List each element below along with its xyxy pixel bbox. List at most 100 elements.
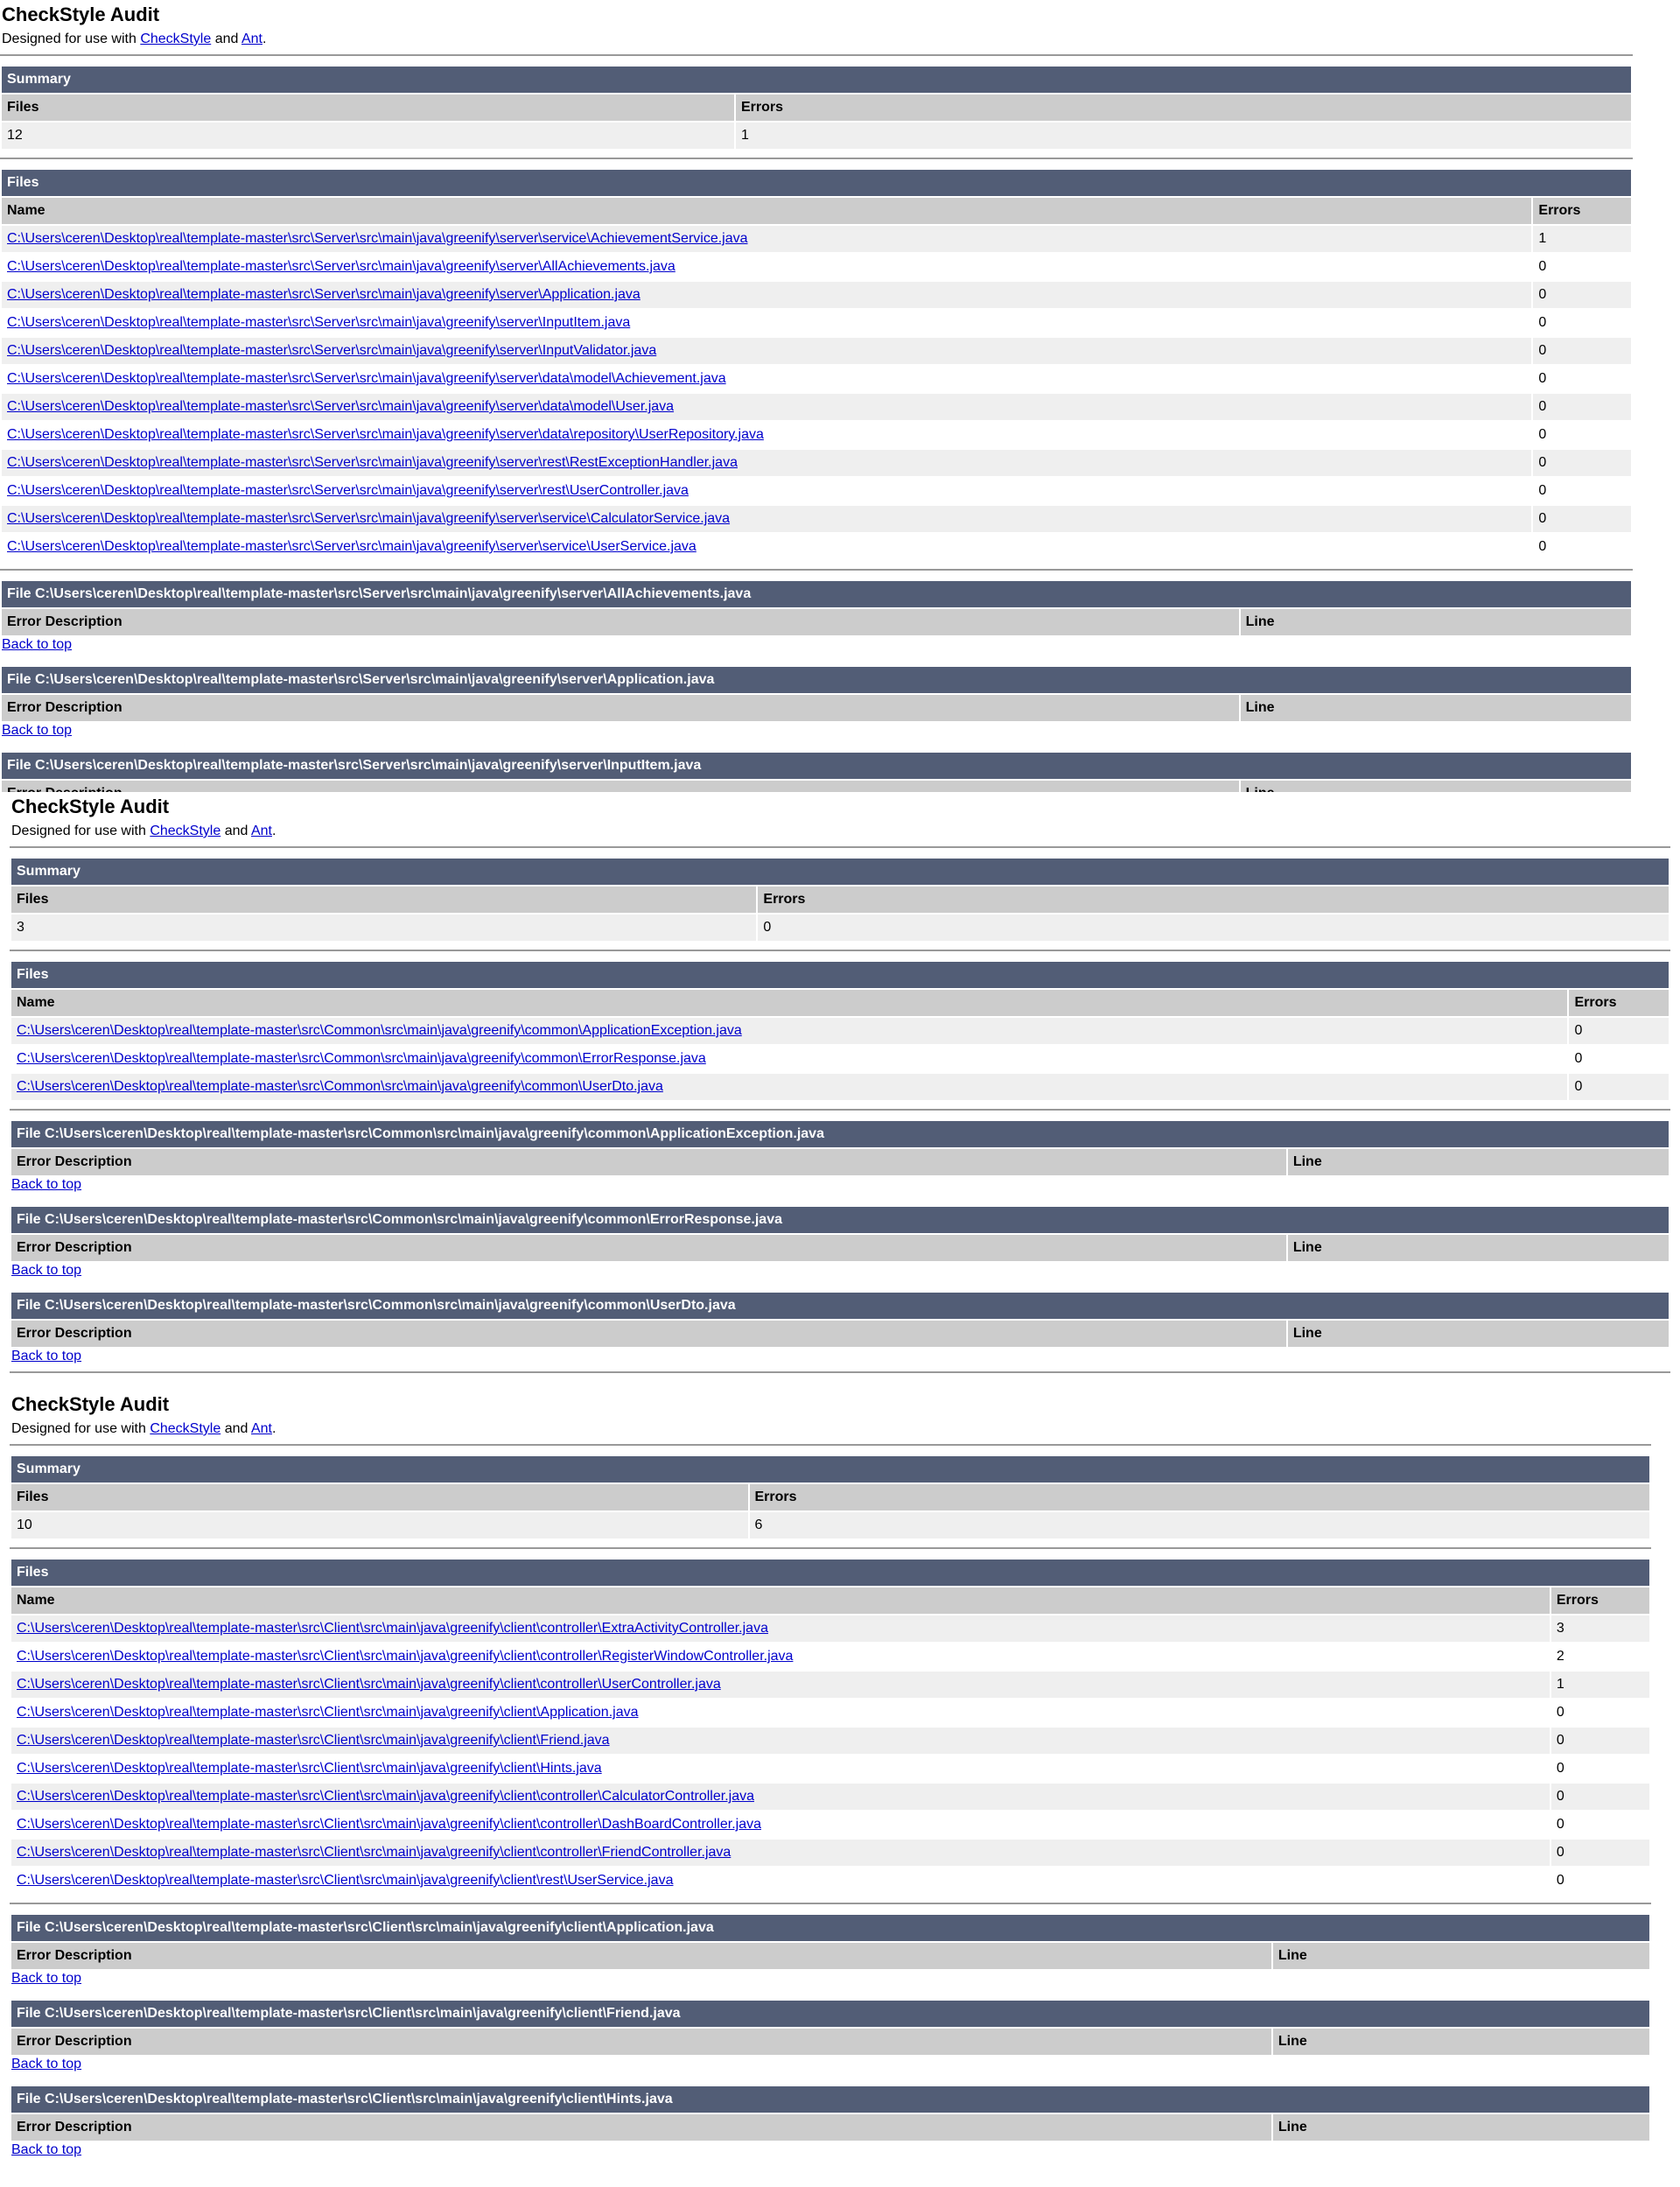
back-to-top-link[interactable]: Back to top bbox=[11, 1971, 82, 1986]
file-link[interactable]: C:\Users\ceren\Desktop\real\template-mas… bbox=[7, 511, 731, 526]
errors-count: 6 bbox=[749, 1512, 1649, 1539]
file-link[interactable]: C:\Users\ceren\Desktop\real\template-mas… bbox=[17, 1761, 602, 1776]
file-name-cell: C:\Users\ceren\Desktop\real\template-mas… bbox=[2, 422, 1532, 448]
errors-column-header: Errors bbox=[1533, 198, 1631, 224]
error-description-header: Error Description bbox=[11, 1235, 1286, 1261]
file-errors-cell: 0 bbox=[1533, 534, 1631, 560]
line-header: Line bbox=[1240, 695, 1631, 721]
file-link[interactable]: C:\Users\ceren\Desktop\real\template-mas… bbox=[17, 1051, 706, 1066]
file-section: File C:\Users\ceren\Desktop\real\templat… bbox=[10, 2085, 1651, 2158]
divider bbox=[10, 846, 1670, 848]
file-link[interactable]: C:\Users\ceren\Desktop\real\template-mas… bbox=[7, 287, 640, 302]
file-link[interactable]: C:\Users\ceren\Desktop\real\template-mas… bbox=[17, 1817, 761, 1832]
file-link[interactable]: C:\Users\ceren\Desktop\real\template-mas… bbox=[17, 1705, 639, 1720]
table-row: C:\Users\ceren\Desktop\real\template-mas… bbox=[11, 1700, 1649, 1726]
table-row: C:\Users\ceren\Desktop\real\template-mas… bbox=[2, 394, 1631, 420]
file-link[interactable]: C:\Users\ceren\Desktop\real\template-mas… bbox=[17, 1079, 663, 1094]
back-to-top-link[interactable]: Back to top bbox=[11, 2057, 82, 2071]
subtitle: Designed for use with CheckStyle and Ant… bbox=[11, 1421, 1651, 1437]
file-name-cell: C:\Users\ceren\Desktop\real\template-mas… bbox=[11, 1046, 1568, 1072]
file-link[interactable]: C:\Users\ceren\Desktop\real\template-mas… bbox=[17, 1023, 742, 1038]
file-link[interactable]: C:\Users\ceren\Desktop\real\template-mas… bbox=[17, 1733, 610, 1748]
file-link[interactable]: C:\Users\ceren\Desktop\real\template-mas… bbox=[17, 1873, 674, 1888]
line-header: Line bbox=[1272, 1943, 1649, 1969]
table-row: C:\Users\ceren\Desktop\real\template-mas… bbox=[11, 1616, 1649, 1642]
file-errors-table: File C:\Users\ceren\Desktop\real\templat… bbox=[0, 665, 1633, 723]
file-name-cell: C:\Users\ceren\Desktop\real\template-mas… bbox=[2, 534, 1532, 560]
page-title: CheckStyle Audit bbox=[2, 4, 160, 25]
file-name-cell: C:\Users\ceren\Desktop\real\template-mas… bbox=[2, 366, 1532, 392]
file-name-cell: C:\Users\ceren\Desktop\real\template-mas… bbox=[2, 226, 1532, 252]
checkstyle-audit-report: CheckStyle Audit Designed for use with C… bbox=[10, 1390, 1651, 2187]
page-title: CheckStyle Audit bbox=[11, 796, 170, 817]
summary-heading: Summary bbox=[2, 67, 1631, 93]
file-link[interactable]: C:\Users\ceren\Desktop\real\template-mas… bbox=[17, 1789, 754, 1804]
file-errors-table: File C:\Users\ceren\Desktop\real\templat… bbox=[10, 2085, 1651, 2142]
file-link[interactable]: C:\Users\ceren\Desktop\real\template-mas… bbox=[7, 371, 726, 386]
divider bbox=[10, 1547, 1651, 1549]
line-header: Line bbox=[1240, 609, 1631, 635]
file-errors-cell: 1 bbox=[1533, 226, 1631, 252]
divider bbox=[0, 158, 1633, 159]
back-to-top-link[interactable]: Back to top bbox=[11, 1263, 82, 1278]
file-heading: File C:\Users\ceren\Desktop\real\templat… bbox=[2, 753, 1631, 779]
file-errors-cell: 0 bbox=[1550, 1784, 1649, 1810]
table-row: C:\Users\ceren\Desktop\real\template-mas… bbox=[11, 1784, 1649, 1810]
file-name-cell: C:\Users\ceren\Desktop\real\template-mas… bbox=[11, 1616, 1550, 1642]
ant-link[interactable]: Ant bbox=[250, 1421, 272, 1436]
ant-link[interactable]: Ant bbox=[241, 32, 262, 46]
checkstyle-link[interactable]: CheckStyle bbox=[140, 32, 212, 46]
file-link[interactable]: C:\Users\ceren\Desktop\real\template-mas… bbox=[7, 399, 675, 414]
back-to-top-link[interactable]: Back to top bbox=[2, 723, 73, 738]
subtitle-text: and bbox=[224, 1421, 248, 1436]
back-to-top-link[interactable]: Back to top bbox=[11, 1177, 82, 1192]
file-link[interactable]: C:\Users\ceren\Desktop\real\template-mas… bbox=[17, 1621, 768, 1636]
back-to-top-link[interactable]: Back to top bbox=[11, 1349, 82, 1363]
file-link[interactable]: C:\Users\ceren\Desktop\real\template-mas… bbox=[17, 1649, 794, 1664]
summary-heading: Summary bbox=[11, 1456, 1649, 1483]
file-link[interactable]: C:\Users\ceren\Desktop\real\template-mas… bbox=[7, 427, 764, 442]
subtitle-text: and bbox=[224, 824, 248, 838]
file-link[interactable]: C:\Users\ceren\Desktop\real\template-mas… bbox=[17, 1677, 721, 1692]
file-link[interactable]: C:\Users\ceren\Desktop\real\template-mas… bbox=[7, 455, 738, 470]
table-row: C:\Users\ceren\Desktop\real\template-mas… bbox=[11, 1756, 1649, 1782]
checkstyle-link[interactable]: CheckStyle bbox=[150, 1421, 221, 1436]
table-row: C:\Users\ceren\Desktop\real\template-mas… bbox=[2, 254, 1631, 280]
file-name-cell: C:\Users\ceren\Desktop\real\template-mas… bbox=[11, 1018, 1568, 1044]
file-link[interactable]: C:\Users\ceren\Desktop\real\template-mas… bbox=[7, 315, 631, 330]
file-link[interactable]: C:\Users\ceren\Desktop\real\template-mas… bbox=[7, 343, 657, 358]
file-section: File C:\Users\ceren\Desktop\real\templat… bbox=[10, 1999, 1651, 2072]
files-count: 3 bbox=[11, 915, 757, 941]
file-heading: File C:\Users\ceren\Desktop\real\templat… bbox=[11, 1293, 1669, 1319]
file-errors-table: File C:\Users\ceren\Desktop\real\templat… bbox=[10, 1119, 1670, 1177]
file-errors-cell: 0 bbox=[1533, 338, 1631, 364]
files-table: Files Name Errors C:\Users\ceren\Desktop… bbox=[10, 1558, 1651, 1896]
file-name-cell: C:\Users\ceren\Desktop\real\template-mas… bbox=[11, 1812, 1550, 1838]
name-column-header: Name bbox=[11, 1588, 1550, 1614]
back-to-top-link[interactable]: Back to top bbox=[11, 2142, 82, 2157]
file-section: File C:\Users\ceren\Desktop\real\templat… bbox=[10, 1291, 1670, 1364]
table-row: C:\Users\ceren\Desktop\real\template-mas… bbox=[11, 1868, 1649, 1894]
checkstyle-audit-report: CheckStyle Audit Designed for use with C… bbox=[10, 792, 1670, 1387]
file-heading: File C:\Users\ceren\Desktop\real\templat… bbox=[11, 1915, 1649, 1941]
file-link[interactable]: C:\Users\ceren\Desktop\real\template-mas… bbox=[17, 1845, 732, 1860]
page-title: CheckStyle Audit bbox=[11, 1393, 170, 1415]
file-link[interactable]: C:\Users\ceren\Desktop\real\template-mas… bbox=[7, 483, 689, 498]
file-errors-cell: 0 bbox=[1569, 1018, 1669, 1044]
summary-heading: Summary bbox=[11, 859, 1669, 885]
file-link[interactable]: C:\Users\ceren\Desktop\real\template-mas… bbox=[7, 539, 696, 554]
back-to-top-link[interactable]: Back to top bbox=[2, 637, 73, 652]
divider bbox=[0, 54, 1633, 56]
files-column-header: Files bbox=[2, 95, 734, 121]
file-errors-cell: 0 bbox=[1550, 1868, 1649, 1894]
table-row: C:\Users\ceren\Desktop\real\template-mas… bbox=[11, 1018, 1669, 1044]
file-name-cell: C:\Users\ceren\Desktop\real\template-mas… bbox=[2, 394, 1532, 420]
file-link[interactable]: C:\Users\ceren\Desktop\real\template-mas… bbox=[7, 259, 676, 274]
line-header: Line bbox=[1287, 1321, 1669, 1347]
file-link[interactable]: C:\Users\ceren\Desktop\real\template-mas… bbox=[7, 231, 748, 246]
file-errors-cell: 0 bbox=[1533, 478, 1631, 504]
checkstyle-link[interactable]: CheckStyle bbox=[150, 824, 221, 838]
ant-link[interactable]: Ant bbox=[250, 824, 272, 838]
files-heading: Files bbox=[11, 962, 1669, 988]
table-row: C:\Users\ceren\Desktop\real\template-mas… bbox=[2, 506, 1631, 532]
